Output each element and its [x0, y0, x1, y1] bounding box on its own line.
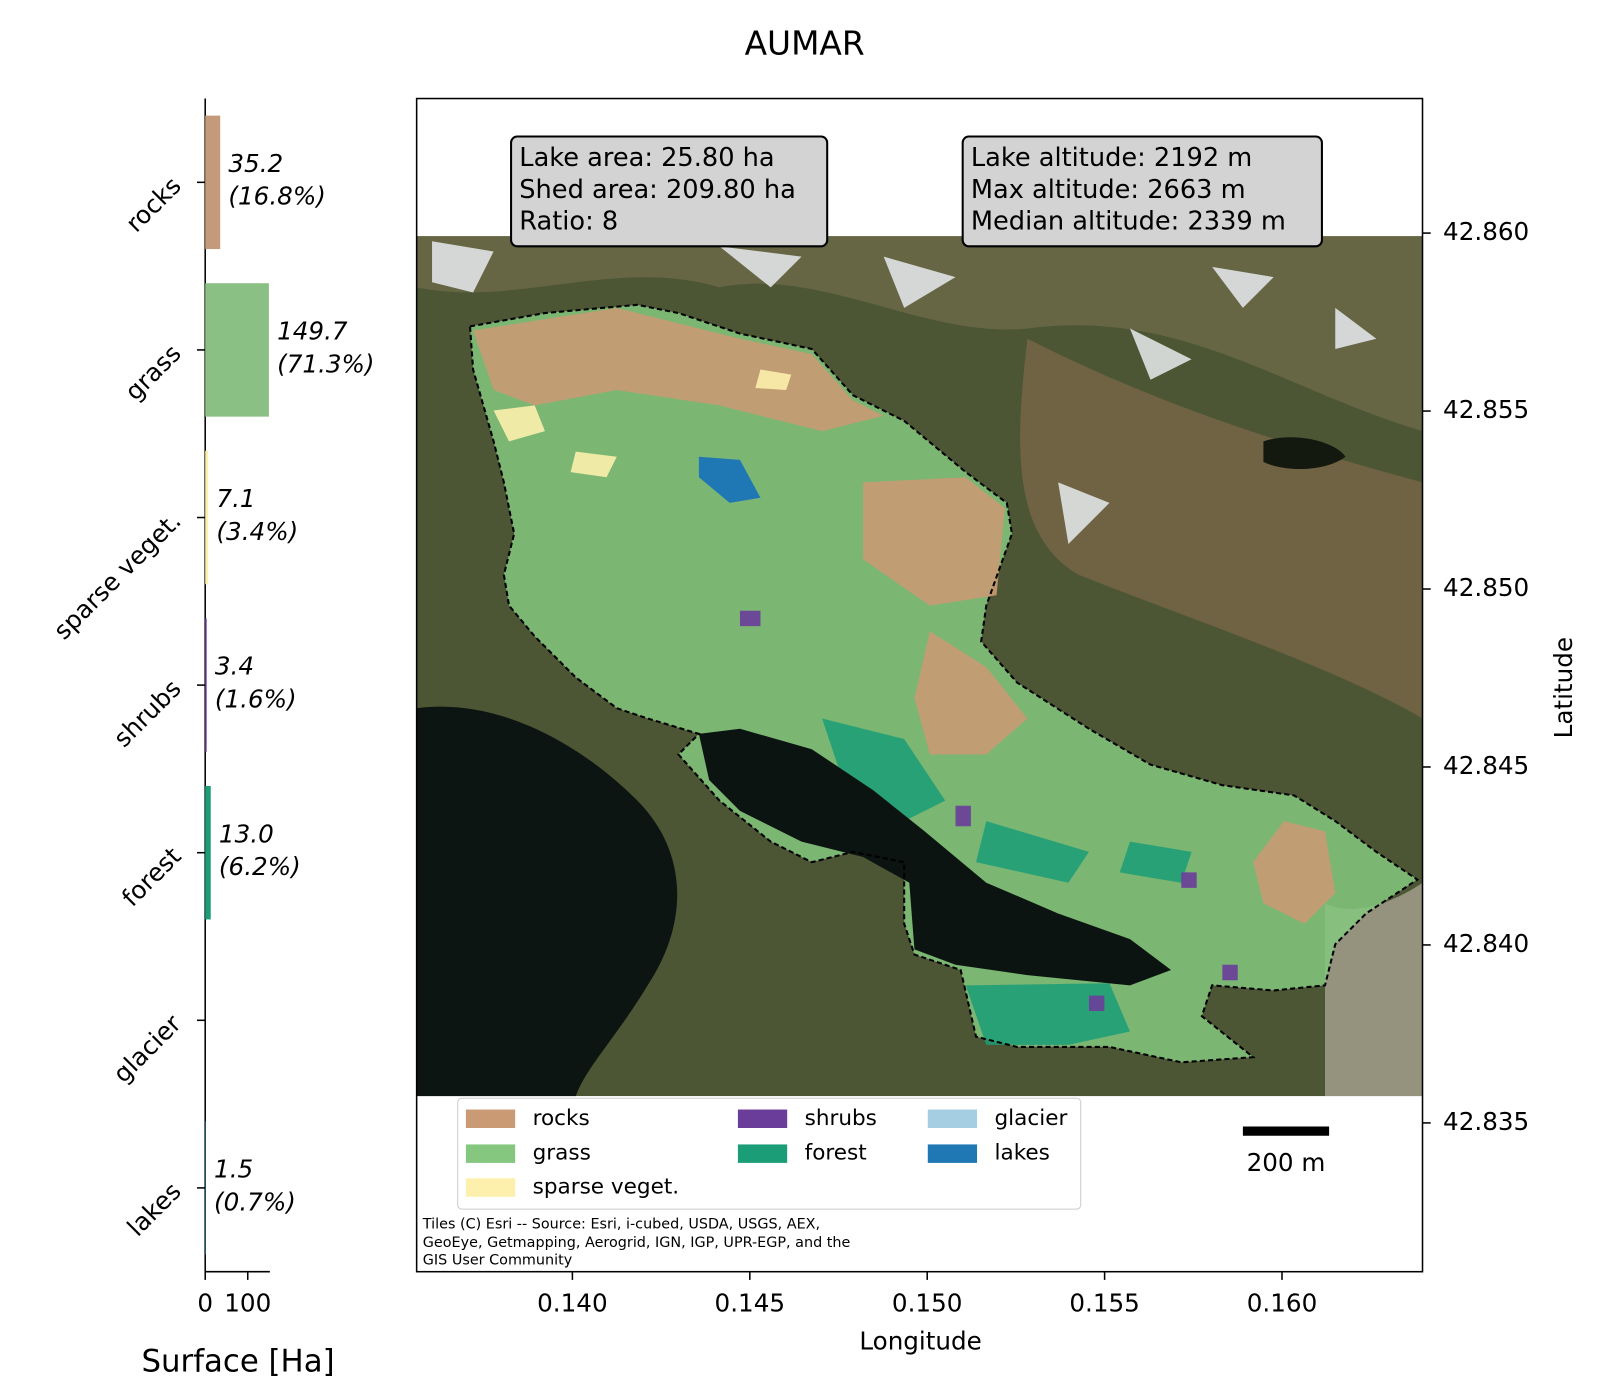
legend-swatch: [737, 1144, 788, 1163]
x-tick-label: 0.150: [892, 1289, 963, 1318]
land-cover-patch: [473, 307, 884, 432]
y-tick-label: grass: [119, 339, 187, 407]
value-label: 7.1: [216, 484, 255, 513]
y-tick-label: sparse veget.: [48, 506, 187, 645]
annotation-line: Max altitude: 2663 m: [971, 175, 1246, 205]
y-tick-label: 42.835: [1443, 1107, 1529, 1136]
value-label: 13.0: [219, 819, 274, 848]
bar: [205, 618, 207, 752]
share-label: (71.3%): [277, 349, 374, 378]
lake: [698, 728, 1172, 986]
y-tick-label: glacier: [107, 1008, 187, 1088]
annotation-line: Lake area: 25.80 ha: [519, 143, 774, 173]
annotation-box: Lake altitude: 2192 m Max altitude: 2663…: [961, 135, 1323, 248]
legend-label: sparse veget.: [533, 1175, 680, 1200]
legend-label: forest: [805, 1141, 867, 1166]
legend-label: rocks: [533, 1106, 590, 1131]
y-axis-title: Latitude: [1549, 637, 1578, 738]
y-tick-label: rocks: [120, 171, 187, 238]
attribution: Tiles (C) Esri -- Source: Esri, i-cubed,…: [422, 1216, 820, 1232]
share-label: (6.2%): [219, 852, 301, 881]
legend-swatch: [927, 1109, 978, 1129]
legend-swatch: [927, 1144, 978, 1163]
land-cover-patch: [698, 456, 761, 503]
x-tick-label: 100: [224, 1289, 271, 1318]
y-tick-label: 42.850: [1443, 573, 1529, 602]
y-tick-label: 42.845: [1443, 751, 1529, 780]
y-tick-label: 42.860: [1443, 217, 1529, 246]
y-tick-label: shrubs: [108, 674, 187, 753]
bar: [205, 450, 209, 585]
bar: [205, 283, 269, 417]
value-label: 1.5: [214, 1154, 253, 1183]
annotation-box: Lake area: 25.80 ha Shed area: 209.80 ha…: [510, 135, 829, 248]
x-tick-label: 0.160: [1247, 1289, 1318, 1318]
annotation-line: Median altitude: 2339 m: [971, 207, 1286, 237]
value-label: 3.4: [215, 652, 254, 681]
legend-swatch: [737, 1109, 788, 1129]
land-cover-patch: [1253, 821, 1336, 924]
watershed-outline: [468, 303, 1420, 1064]
y-tick-label: 42.855: [1443, 395, 1529, 424]
land-cover-patch: [965, 983, 1130, 1045]
bar: [205, 785, 211, 920]
legend-label: lakes: [995, 1141, 1050, 1166]
figure-title: AUMAR: [745, 25, 865, 63]
x-tick-label: 0: [197, 1289, 213, 1318]
legend-label: shrubs: [805, 1106, 877, 1131]
share-label: (0.7%): [214, 1187, 296, 1216]
value-label: 35.2: [228, 149, 283, 178]
y-tick-label: 42.840: [1443, 929, 1529, 958]
legend-label: glacier: [995, 1106, 1068, 1131]
value-label: 149.7: [277, 316, 348, 345]
attribution: GIS User Community: [423, 1252, 573, 1268]
legend-label: grass: [533, 1141, 591, 1166]
map-frame: [415, 97, 1424, 1273]
share-label: (1.6%): [215, 685, 297, 714]
x-tick-label: 0.155: [1069, 1289, 1140, 1318]
scale-bar-label: 200 m: [1247, 1148, 1326, 1177]
share-label: (3.4%): [216, 517, 298, 546]
attribution: GeoEye, Getmapping, Aerogrid, IGN, IGP, …: [423, 1235, 851, 1251]
annotation-line: Ratio: 8: [519, 207, 618, 237]
annotation-line: Lake altitude: 2192 m: [971, 143, 1252, 173]
x-tick-label: 0.145: [715, 1289, 786, 1318]
legend-swatch: [465, 1109, 516, 1129]
share-label: (16.8%): [228, 182, 325, 211]
x-tick-label: 0.140: [537, 1289, 608, 1318]
legend-swatch: [465, 1178, 516, 1197]
land-cover-patch: [822, 718, 1192, 883]
land-cover-patch: [863, 477, 1005, 606]
legend-swatch: [465, 1144, 516, 1163]
land-cover-patch: [914, 631, 1028, 755]
land-cover-patch: [493, 369, 792, 478]
bar: [205, 115, 221, 250]
x-axis-title: Surface [Ha]: [142, 1344, 335, 1380]
y-tick-label: forest: [116, 841, 187, 912]
bar: [205, 1121, 206, 1255]
x-axis-title: Longitude: [859, 1327, 981, 1356]
annotation-line: Shed area: 209.80 ha: [519, 175, 796, 205]
y-tick-label: lakes: [121, 1177, 186, 1242]
